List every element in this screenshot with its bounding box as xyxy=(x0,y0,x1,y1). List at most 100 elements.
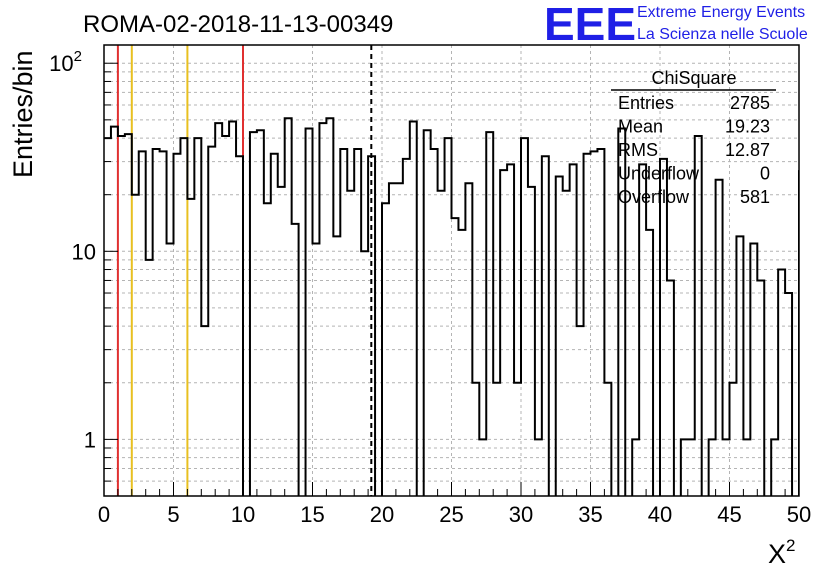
histogram-bin xyxy=(333,236,340,496)
histogram-bin xyxy=(167,244,174,496)
y-tick-label-base: 10 xyxy=(49,51,73,76)
stats-row-label: Mean xyxy=(618,117,663,137)
histogram-bin xyxy=(465,183,472,496)
histogram-bin xyxy=(104,138,111,496)
stats-rows: Entries 2785 Mean 19.23 RMS 12.87 Underflow 0 Ov… xyxy=(618,93,770,207)
histogram-bin xyxy=(563,191,570,496)
histogram-bin xyxy=(201,326,208,496)
histogram-bin xyxy=(257,130,264,496)
y-tick-label: 102 xyxy=(49,48,82,76)
x-tick-label: 35 xyxy=(578,502,602,527)
histogram-bin xyxy=(584,154,591,496)
x-tick-label: 40 xyxy=(648,502,672,527)
stats-row-value: 19.23 xyxy=(725,117,770,137)
histogram-bin xyxy=(146,260,153,496)
stats-row-label: Underflow xyxy=(618,164,700,184)
histogram-bin xyxy=(319,123,326,496)
histogram-outline xyxy=(104,117,799,496)
stats-box: ChiSquare Entries 2785 Mean 19.23 RMS 12.87 Un… xyxy=(611,68,776,207)
histogram-bin xyxy=(528,187,535,496)
histogram-bin xyxy=(750,244,757,496)
histogram-bin xyxy=(347,191,354,496)
x-tick-label: 20 xyxy=(370,502,394,527)
chart-title: ROMA-02-2018-11-13-00349 xyxy=(83,11,393,38)
histogram-bin xyxy=(160,151,167,496)
stats-box-title: ChiSquare xyxy=(651,68,736,88)
y-tick-label: 10 xyxy=(72,239,96,264)
x-axis-label-base: X xyxy=(768,539,786,569)
y-tick-label-superscript: 2 xyxy=(74,48,82,65)
histogram-bin xyxy=(396,183,403,496)
stats-row-value: 12.87 xyxy=(725,140,770,160)
histogram-bin xyxy=(250,132,257,496)
histogram-bin xyxy=(194,138,201,496)
histogram-bin xyxy=(660,159,667,496)
stats-row-label: Entries xyxy=(618,93,674,113)
reference-lines xyxy=(116,45,373,496)
histogram-bin xyxy=(354,149,361,496)
histogram-bin xyxy=(736,236,743,496)
histogram-bin xyxy=(591,151,598,496)
histogram-bin xyxy=(667,280,674,496)
histogram-bin xyxy=(438,191,445,496)
histogram-bin xyxy=(118,136,125,496)
y-axis-label: Entries/bin xyxy=(8,50,38,178)
stats-row-label: Overflow xyxy=(618,187,690,207)
histogram-bin xyxy=(639,164,646,496)
histogram-series xyxy=(104,117,799,496)
histogram-bin xyxy=(445,138,452,496)
histogram-bin xyxy=(153,149,160,496)
grid-lines xyxy=(104,45,799,496)
histogram-bin xyxy=(757,280,764,496)
histogram-bin xyxy=(132,195,139,496)
histogram-bin xyxy=(222,136,229,496)
histogram-bin xyxy=(785,293,792,496)
histogram-bin xyxy=(292,224,299,496)
histogram-bin xyxy=(570,164,577,496)
stats-row-value: 581 xyxy=(740,187,770,207)
histogram-bin xyxy=(486,132,493,496)
x-tick-label: 25 xyxy=(439,502,463,527)
x-tick-label: 0 xyxy=(98,502,110,527)
histogram-bin xyxy=(215,123,222,496)
x-tick-label: 50 xyxy=(787,502,811,527)
x-tick-label: 15 xyxy=(300,502,324,527)
eee-logo: EEE Extreme Energy Events La Scienza nel… xyxy=(544,0,808,50)
stats-row-value: 2785 xyxy=(730,93,770,113)
histogram-bin xyxy=(521,138,528,496)
x-tick-label: 45 xyxy=(717,502,741,527)
histogram-bin xyxy=(313,244,320,496)
histogram-bin xyxy=(500,170,507,496)
histogram-bin xyxy=(597,149,604,496)
stats-row-label: RMS xyxy=(618,140,658,160)
y-tick-label: 1 xyxy=(84,427,96,452)
histogram-bin xyxy=(187,199,194,496)
histogram-bin xyxy=(403,159,410,496)
histogram-bin xyxy=(271,154,278,496)
histogram-bin xyxy=(278,187,285,496)
histogram-bin xyxy=(125,134,132,496)
histogram-bin xyxy=(361,251,368,496)
histogram-bin xyxy=(507,164,514,496)
x-tick-label: 30 xyxy=(509,502,533,527)
histogram-bin xyxy=(340,149,347,496)
histogram-bin xyxy=(306,128,313,496)
x-tick-label: 5 xyxy=(167,502,179,527)
histogram-bin xyxy=(111,127,118,496)
axis-ticks xyxy=(103,62,800,497)
histogram-bin xyxy=(424,130,431,496)
x-tick-label: 10 xyxy=(231,502,255,527)
x-axis-label-superscript: 2 xyxy=(786,536,795,555)
histogram-bin xyxy=(139,151,146,496)
histogram-bin xyxy=(577,326,584,496)
logo-line-2: La Scienza nelle Scuole xyxy=(637,26,808,43)
histogram-bin xyxy=(208,147,215,496)
histogram-bin xyxy=(431,149,438,496)
histogram-bin xyxy=(180,138,187,496)
stats-row-value: 0 xyxy=(760,164,770,184)
logo-line-1: Extreme Energy Events xyxy=(637,4,805,21)
histogram-bin xyxy=(174,154,181,496)
